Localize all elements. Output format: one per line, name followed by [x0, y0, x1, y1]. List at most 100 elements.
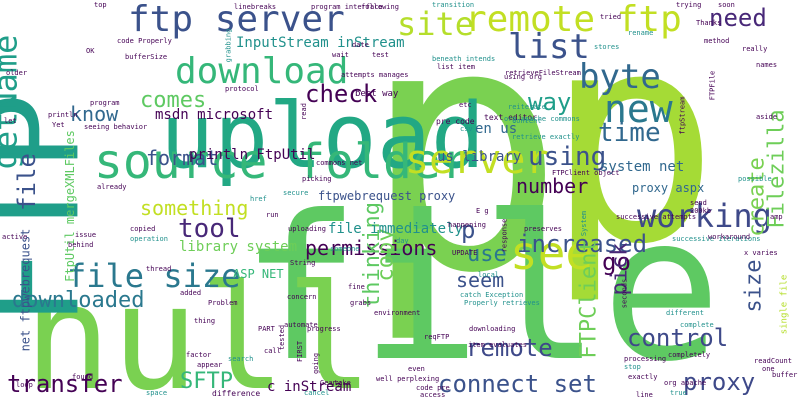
- word: tried: [600, 13, 622, 21]
- word: system net: [600, 159, 685, 175]
- word: fine: [348, 283, 365, 291]
- word: site: [397, 5, 475, 43]
- word: processing: [624, 355, 667, 363]
- word: source folder: [94, 134, 470, 190]
- word: Filezilla: [764, 109, 790, 229]
- word: ASP NET: [233, 267, 284, 281]
- word: uploading: [288, 225, 326, 233]
- word: following: [361, 3, 399, 11]
- word: beneath intends: [432, 55, 496, 63]
- word: bufferSize: [125, 53, 168, 61]
- word: found: [72, 373, 94, 381]
- word: 200kb: [690, 207, 712, 215]
- word: proxy: [683, 368, 756, 396]
- word: list item: [437, 63, 475, 71]
- word: going: [312, 352, 321, 375]
- word: access: [420, 391, 446, 399]
- word: stop: [624, 363, 641, 371]
- word: buffer: [772, 371, 798, 379]
- word: number: [516, 174, 589, 198]
- word: list: [508, 27, 590, 67]
- word: FTPFile: [708, 70, 717, 101]
- word: c inStream: [267, 379, 352, 395]
- word: aside: [756, 113, 778, 121]
- word: download: [175, 51, 349, 92]
- word: linebreaks: [234, 3, 277, 11]
- word: comes: [140, 88, 207, 113]
- word: check: [305, 80, 378, 108]
- word: permissions: [305, 236, 438, 260]
- word: Properly retrieves: [464, 299, 540, 307]
- word: working: [637, 197, 772, 235]
- word: ftpStream: [678, 96, 687, 135]
- word: UPDATE: [452, 249, 478, 257]
- word: seem: [456, 268, 505, 292]
- word: read: [299, 103, 308, 120]
- word: en us: [475, 121, 518, 137]
- word: exactly: [628, 373, 658, 381]
- word: increased: [517, 230, 648, 258]
- word: using org: [504, 73, 542, 81]
- word: us library: [437, 149, 522, 165]
- word: method: [704, 37, 730, 45]
- word: line: [636, 391, 653, 399]
- word: true: [670, 389, 687, 397]
- word: PART: [258, 325, 275, 333]
- word: rename: [628, 29, 654, 37]
- word: go: [602, 248, 631, 276]
- word: amp: [770, 213, 783, 221]
- word: remote: [466, 334, 553, 362]
- word: thing: [194, 317, 216, 325]
- word: content: [512, 117, 542, 125]
- word: FIRST: [296, 340, 305, 363]
- word: already: [97, 183, 127, 191]
- word: wait: [332, 51, 349, 59]
- word: csv: [460, 125, 473, 133]
- word: Geany: [320, 379, 342, 387]
- word: call: [264, 347, 281, 355]
- word: use: [467, 242, 507, 267]
- word: appear: [197, 361, 223, 369]
- word: tested: [278, 324, 287, 351]
- word: trying: [676, 1, 702, 9]
- word: loop: [16, 381, 33, 389]
- word: older: [6, 69, 28, 77]
- word: let: [4, 117, 17, 125]
- word: cancel: [304, 389, 330, 397]
- word: progress: [307, 325, 341, 333]
- word: server: [405, 137, 550, 183]
- word: program interface: [311, 3, 383, 11]
- word: picking: [302, 175, 332, 183]
- word: even: [408, 365, 425, 373]
- word: org apache: [664, 379, 707, 387]
- word: happening: [448, 221, 486, 229]
- word: attempts manages: [341, 71, 409, 79]
- word: know: [70, 102, 119, 126]
- word: thinking: [359, 202, 385, 308]
- word: way: [528, 88, 572, 116]
- word: pre code: [436, 117, 475, 126]
- word: downloaded: [12, 288, 145, 313]
- word: time: [598, 118, 661, 148]
- word: ftp server: [128, 0, 345, 40]
- word: ftpwebrequest proxy: [318, 189, 456, 203]
- word: byte: [579, 57, 661, 97]
- word: operation: [130, 235, 168, 243]
- word: transition: [432, 1, 475, 9]
- word: code pre: [416, 384, 450, 392]
- word: p: [545, 0, 720, 308]
- word: reiterate: [508, 103, 546, 111]
- word: tool: [178, 214, 241, 244]
- word: stores: [594, 43, 620, 51]
- word: p: [461, 216, 476, 244]
- word: thread: [146, 265, 172, 273]
- word: search: [228, 355, 254, 363]
- word: net ftpwebrequest: [18, 228, 33, 352]
- word: format: [146, 146, 219, 170]
- word: Thanks: [696, 19, 722, 27]
- word: top: [94, 1, 107, 9]
- word: protocol: [225, 85, 259, 93]
- word: proxy aspx: [632, 181, 705, 195]
- word: using: [528, 142, 607, 172]
